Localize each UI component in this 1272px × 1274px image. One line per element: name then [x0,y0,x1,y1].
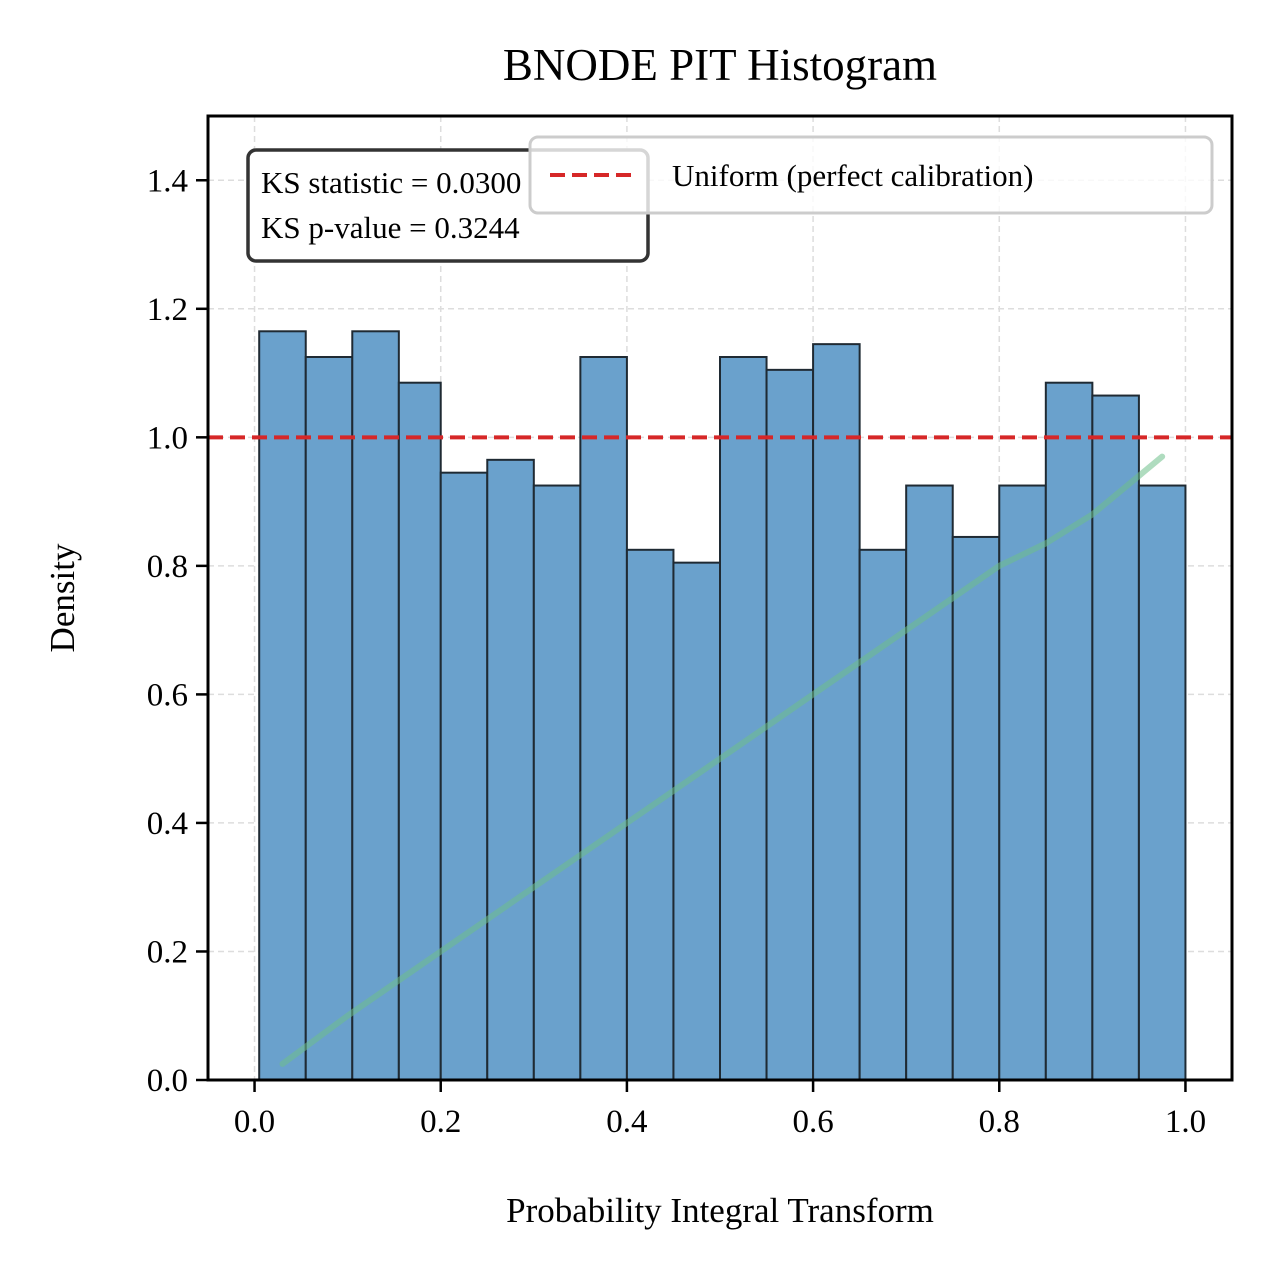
histogram-bar [1139,486,1186,1080]
chart-title: BNODE PIT Histogram [503,40,937,90]
histogram-bar [953,537,1000,1080]
x-tick-label: 0.0 [234,1104,275,1140]
ks-statistic-text: KS statistic = 0.0300 [261,165,521,200]
y-axis-label: Density [43,543,82,652]
x-tick-label: 0.6 [792,1104,833,1140]
y-tick-label: 0.6 [147,677,188,713]
histogram-bar [813,344,860,1080]
histogram-bar [906,486,953,1080]
histogram-bar [720,357,767,1080]
histogram-bar [580,357,627,1080]
histogram-bar [306,357,353,1080]
histogram-bar [352,331,399,1080]
x-tick-label: 0.8 [979,1104,1020,1140]
legend-uniform-label: Uniform (perfect calibration) [672,158,1034,193]
ks-pvalue-text: KS p-value = 0.3244 [261,210,520,245]
x-tick-label: 0.2 [420,1104,461,1140]
y-tick-label: 0.8 [147,549,188,585]
x-tick-label: 0.4 [606,1104,647,1140]
histogram-bar [441,473,488,1080]
y-tick-label: 1.2 [147,292,188,328]
y-tick-label: 0.4 [147,806,188,842]
y-tick-label: 1.4 [147,163,188,199]
histogram-bar [259,331,306,1080]
histogram-bar [1046,383,1093,1080]
y-tick-label: 1.0 [147,420,188,456]
histogram-bars [259,331,1185,1080]
histogram-bar [534,486,581,1080]
y-tick-label: 0.0 [147,1063,188,1099]
histogram-bar [999,486,1046,1080]
histogram-bar [673,563,720,1080]
x-axis-label: Probability Integral Transform [506,1191,934,1230]
y-tick-label: 0.2 [147,934,188,970]
legend: Uniform (perfect calibration) [530,137,1212,213]
x-tick-label: 1.0 [1165,1104,1206,1140]
histogram-bar [487,460,534,1080]
histogram-bar [860,550,907,1080]
